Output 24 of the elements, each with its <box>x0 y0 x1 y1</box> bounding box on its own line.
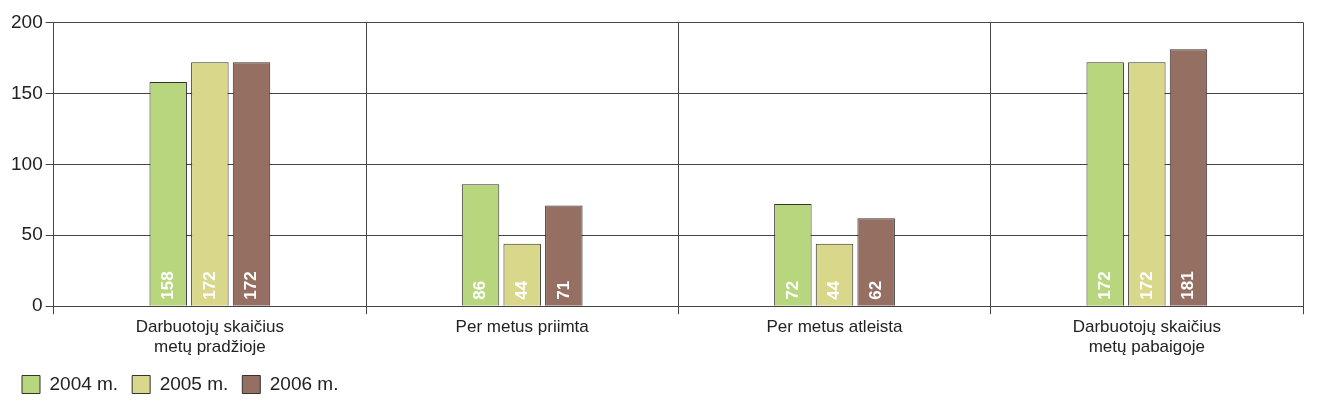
data-label: 86 <box>470 280 490 300</box>
data-label: 44 <box>824 280 844 300</box>
data-label: 72 <box>782 280 802 300</box>
legend-label: 2006 m. <box>269 372 339 394</box>
x-tick-label: Darbuotojų skaičius metų pradžioje <box>135 317 285 357</box>
x-tick-label: Per metus atleista <box>766 317 904 337</box>
data-label: 181 <box>1178 271 1198 300</box>
legend-label: 2005 m. <box>159 372 229 394</box>
data-label: 62 <box>865 280 885 300</box>
data-label: 172 <box>241 271 261 300</box>
y-tick-label: 200 <box>11 10 43 32</box>
data-label: 172 <box>1094 271 1114 300</box>
x-tick-label: Darbuotojų skaičius metų pabaigoje <box>1072 317 1222 357</box>
data-label: 71 <box>553 280 573 300</box>
y-tick-label: 150 <box>11 81 43 103</box>
data-label: 172 <box>199 271 219 300</box>
x-tick-label: Per metus priimta <box>455 317 590 337</box>
data-label: 44 <box>511 280 531 300</box>
y-tick-label: 100 <box>11 152 43 174</box>
y-tick-label: 50 <box>21 223 43 245</box>
data-label: 172 <box>1136 271 1156 300</box>
y-tick-label: 0 <box>32 294 43 316</box>
legend-label: 2004 m. <box>49 372 119 394</box>
data-label: 158 <box>157 271 177 300</box>
